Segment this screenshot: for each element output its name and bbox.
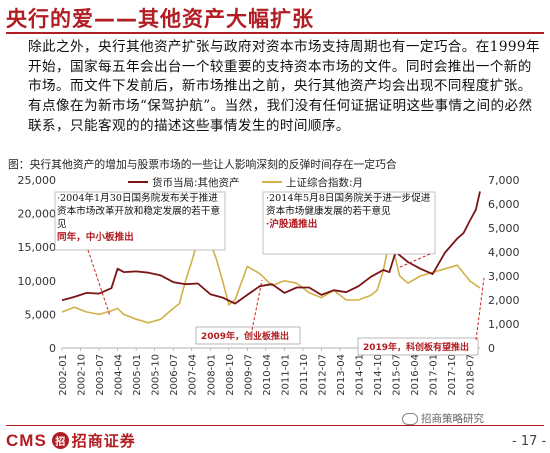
x-tick-label: 2018-07	[466, 354, 477, 396]
x-tick-label: 2002-01	[58, 354, 69, 396]
annotation-2009-text: 2009年，创业板推出	[201, 330, 289, 342]
logo-cn-text: 招商证券	[71, 432, 136, 450]
left-tick-label: 15,000	[18, 241, 57, 254]
annotation-2014-text: ·2014年5月8日国务院关于进一步促进资本市场健康发展的若干意见	[266, 193, 431, 217]
series-other-assets-line	[61, 191, 481, 305]
right-tick-label: 0	[488, 342, 495, 355]
annotation-2019: 2019年，科创板有望推出	[357, 337, 479, 356]
left-tick-label: 0	[49, 342, 56, 355]
x-tick-label: 2007-04	[188, 354, 199, 396]
right-tick-label: 5,000	[488, 222, 520, 235]
right-tick-label: 6,000	[488, 198, 520, 211]
x-tick-label: 2016-04	[410, 354, 421, 396]
left-tick-label: 10,000	[18, 275, 57, 288]
left-tick-label: 25,000	[18, 174, 57, 187]
annotation-2004-sub: 同年，中小板推出	[57, 232, 134, 243]
right-tick-label: 4,000	[488, 246, 520, 259]
annotation-2014-sub: ·沪股通推出	[266, 219, 318, 230]
wechat-label: 招商策略研究	[421, 413, 484, 425]
right-tick-label: 3,000	[488, 270, 520, 283]
x-tick-label: 2009-07	[243, 354, 254, 396]
x-tick-label: 2017-01	[429, 354, 440, 396]
footer-divider	[6, 425, 544, 426]
x-tick-label: 2006-07	[169, 354, 180, 396]
chart-legend: 货币当局:其他资产 上证综合指数:月	[128, 176, 363, 189]
x-tick-label: 2002-10	[77, 354, 88, 396]
left-tick-label: 5,000	[25, 308, 57, 321]
x-tick-label: 2011-01	[280, 354, 291, 396]
right-tick-label: 2,000	[488, 294, 520, 307]
x-tick-label: 2005-01	[132, 354, 143, 396]
x-tick-label: 2017-10	[447, 354, 458, 396]
x-tick-label: 2012-07	[317, 354, 328, 396]
annotation-2004: ·2004年1月30日国务院发布关于推进资本市场改革开放和稳定发展的若干意见 同…	[54, 191, 226, 251]
right-tick-label: 7,000	[488, 174, 520, 187]
left-tick-label: 20,000	[18, 208, 57, 221]
chart-caption: 图：央行其他资产的增加与股票市场的一些让人影响深刻的反弹时间存在一定巧合	[8, 158, 397, 171]
annotation-2019-text: 2019年，科创板有望推出	[363, 341, 469, 353]
x-tick-label: 2014-01	[355, 354, 366, 396]
legend-label-series1: 货币当局:其他资产	[152, 176, 240, 189]
annotation-2004-text: ·2004年1月30日国务院发布关于推进资本市场改革开放和稳定发展的若干意见	[57, 193, 221, 230]
wechat-watermark: 招商策略研究	[402, 411, 484, 426]
x-tick-label: 2014-10	[373, 354, 384, 396]
series-sh-index-line	[61, 205, 481, 324]
x-tick-label: 2008-10	[225, 354, 236, 396]
wechat-icon	[402, 412, 418, 425]
page-number: - 17 -	[512, 434, 547, 449]
x-tick-label: 2005-10	[151, 354, 162, 396]
logo-badge-icon: 招	[51, 432, 69, 449]
x-tick-label: 2008-01	[206, 354, 217, 396]
title-divider	[6, 32, 544, 34]
annotation-2014: ·2014年5月8日国务院关于进一步促进资本市场健康发展的若干意见 ·沪股通推出	[262, 191, 436, 255]
legend-label-series2: 上证综合指数:月	[286, 176, 363, 189]
x-tick-label: 2011-10	[299, 354, 310, 396]
company-logo: CMS 招 招商证券	[6, 430, 136, 451]
slide-title: 央行的爱——其他资产大幅扩张	[6, 7, 314, 31]
chart-axes: 0 5,000 10,000 15,000 20,000 25,000 0 1,000 2,00…	[18, 174, 520, 396]
x-tick-label: 2003-07	[95, 354, 106, 396]
annotation-arrows	[87, 249, 485, 341]
body-paragraph: 除此之外，央行其他资产扩张与政府对资本市场支持周期也有一定巧合。在1999年开始…	[28, 39, 540, 134]
x-tick-label: 2010-04	[262, 354, 273, 396]
logo-cms-text: CMS	[6, 430, 47, 450]
annotation-2009: 2009年，创业板推出	[195, 326, 301, 345]
right-tick-label: 1,000	[488, 318, 520, 331]
x-tick-label: 2015-07	[392, 354, 403, 396]
line-chart: 0 5,000 10,000 15,000 20,000 25,000 0 1,000 2,00…	[18, 174, 520, 396]
x-tick-label: 2013-04	[336, 354, 347, 396]
chart-series	[61, 191, 481, 324]
x-tick-label: 2004-04	[114, 354, 125, 396]
